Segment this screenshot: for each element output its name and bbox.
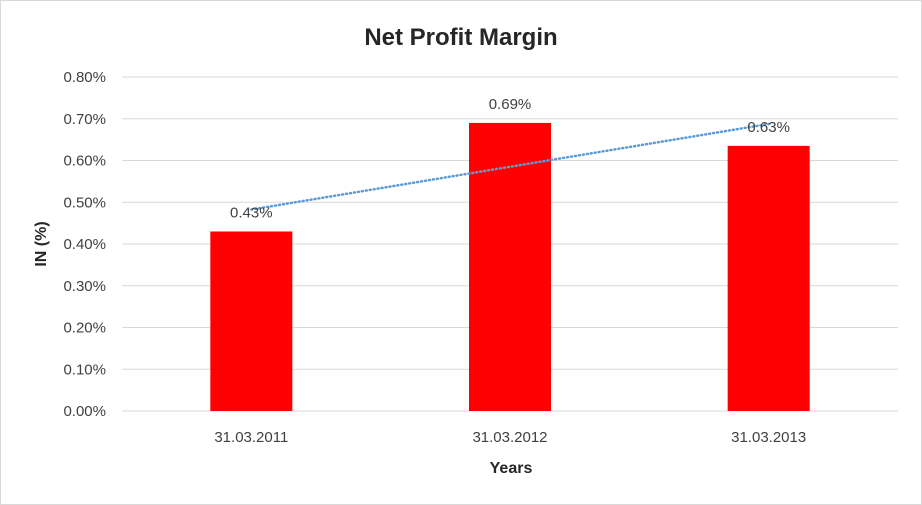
trendline-group bbox=[250, 122, 770, 211]
bar bbox=[210, 231, 293, 411]
y-tick-label: 0.60% bbox=[63, 153, 106, 170]
data-label: 0.63% bbox=[747, 119, 790, 136]
bar bbox=[727, 145, 810, 411]
chart-title: Net Profit Margin bbox=[364, 24, 557, 51]
data-label: 0.69% bbox=[489, 96, 532, 113]
x-axis-title: Years bbox=[490, 460, 533, 477]
x-axis-ticks: 31.03.2011 31.03.2012 31.03.2013 bbox=[214, 429, 806, 446]
data-label: 0.43% bbox=[230, 204, 273, 221]
y-tick-label: 0.10% bbox=[63, 361, 106, 378]
x-tick-label: 31.03.2013 bbox=[731, 429, 806, 446]
y-tick-label: 0.50% bbox=[63, 194, 106, 211]
trendline bbox=[250, 122, 770, 211]
y-tick-label: 0.30% bbox=[63, 278, 106, 295]
y-axis-title: IN (%) bbox=[33, 221, 50, 266]
y-tick-label: 0.40% bbox=[63, 236, 106, 253]
y-tick-label: 0.70% bbox=[63, 111, 106, 128]
y-axis-ticks: 0.00% 0.10% 0.20% 0.30% 0.40% 0.50% 0.60% 0.70%… bbox=[63, 69, 106, 420]
y-tick-label: 0.80% bbox=[63, 69, 106, 86]
bar bbox=[469, 122, 551, 412]
y-tick-label: 0.20% bbox=[63, 320, 106, 337]
y-tick-label: 0.00% bbox=[63, 403, 106, 420]
x-tick-label: 31.03.2011 bbox=[214, 429, 288, 446]
data-labels: 0.43% 0.69% 0.63% bbox=[230, 96, 790, 222]
x-tick-label: 31.03.2012 bbox=[472, 429, 547, 446]
bars bbox=[210, 122, 810, 412]
